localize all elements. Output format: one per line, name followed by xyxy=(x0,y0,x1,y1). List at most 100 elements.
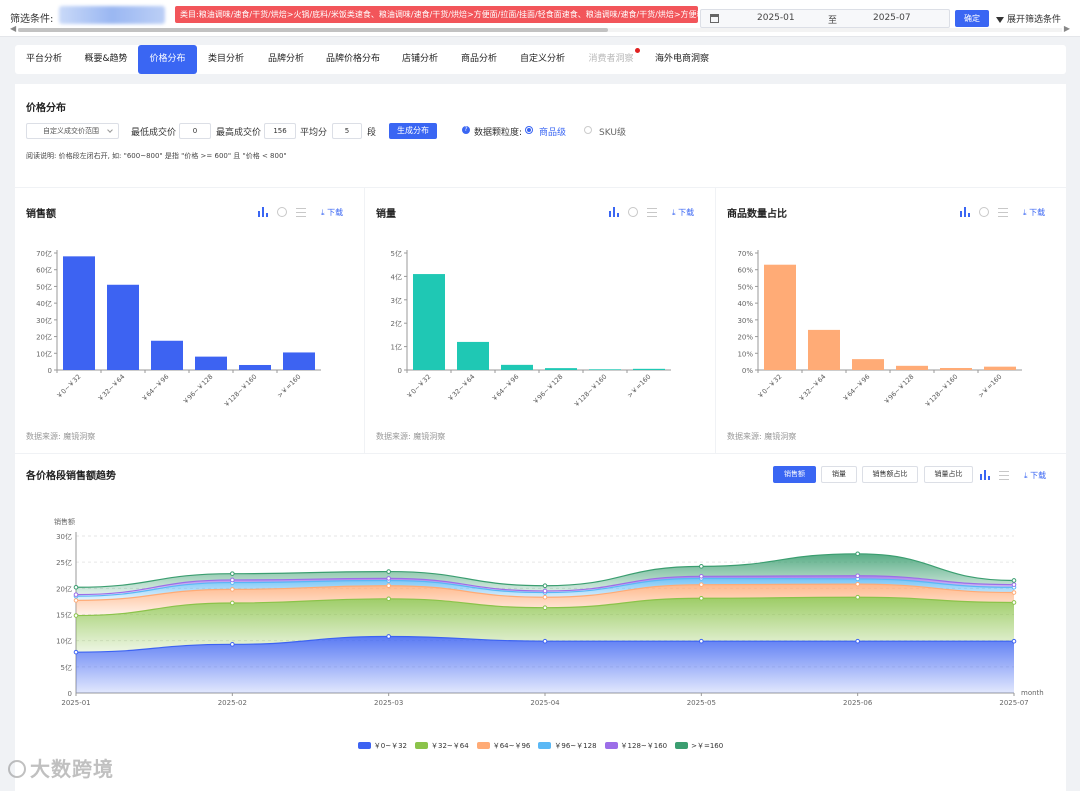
date-range-picker[interactable]: 2025-01 至 2025-07 xyxy=(700,9,950,28)
min-price-input[interactable]: 0 xyxy=(179,123,211,139)
radio-item-level-label[interactable]: 商品级 xyxy=(539,128,567,138)
tab-overseas[interactable]: 海外电商洞察 xyxy=(648,45,716,74)
metric-amount-share-button[interactable]: 销售额占比 xyxy=(862,466,918,483)
bar-chart-icon[interactable] xyxy=(609,207,620,217)
price-range-select[interactable]: 自定义成交价范围 xyxy=(26,123,119,139)
radio-item-level[interactable] xyxy=(525,126,533,134)
download-button[interactable]: ⤓ 下载 xyxy=(672,208,695,217)
bar[interactable] xyxy=(63,256,95,370)
bar[interactable] xyxy=(808,329,840,370)
data-point[interactable] xyxy=(1011,638,1017,644)
tab-shop[interactable]: 店铺分析 xyxy=(392,45,448,74)
data-point[interactable] xyxy=(1011,590,1017,595)
series-area[interactable] xyxy=(76,575,1014,597)
tab-brand-price[interactable]: 品牌价格分布 xyxy=(318,45,388,74)
data-point[interactable] xyxy=(230,600,235,606)
data-point[interactable] xyxy=(855,581,860,587)
legend-item[interactable]: ￥128~￥160 xyxy=(604,741,667,751)
bar[interactable] xyxy=(545,368,577,370)
bar[interactable] xyxy=(413,274,445,370)
download-button[interactable]: ⤓ 下载 xyxy=(1023,208,1046,217)
data-point[interactable] xyxy=(699,582,704,587)
data-point[interactable] xyxy=(73,613,79,618)
series-area[interactable] xyxy=(76,584,1014,616)
tab-consumer-insight[interactable]: 消费者洞察 xyxy=(580,45,642,74)
series-area[interactable] xyxy=(76,553,1014,595)
pie-chart-icon[interactable] xyxy=(628,207,638,217)
legend-item[interactable]: ￥96~￥128 xyxy=(538,741,597,751)
bar-chart-icon[interactable] xyxy=(258,207,269,217)
data-point[interactable] xyxy=(1011,600,1017,605)
series-area[interactable] xyxy=(76,636,1014,693)
data-point[interactable] xyxy=(230,571,235,576)
data-point[interactable] xyxy=(386,576,391,581)
radio-sku-level-label[interactable]: SKU级 xyxy=(599,128,626,138)
data-point[interactable] xyxy=(855,573,860,579)
bar[interactable] xyxy=(940,367,972,370)
generate-distribution-button[interactable]: 生成分布 xyxy=(389,123,437,139)
data-point[interactable] xyxy=(699,564,704,569)
data-point[interactable] xyxy=(542,588,548,594)
bar[interactable] xyxy=(283,352,315,370)
data-point[interactable] xyxy=(73,649,79,655)
download-button[interactable]: ⤓ 下载 xyxy=(1024,471,1047,480)
bar-chart-icon[interactable] xyxy=(980,470,991,480)
data-point[interactable] xyxy=(386,583,391,589)
bar[interactable] xyxy=(633,368,665,370)
bar[interactable] xyxy=(151,340,183,370)
data-point[interactable] xyxy=(699,638,704,644)
scroll-thumb[interactable] xyxy=(18,28,608,32)
bar[interactable] xyxy=(984,366,1016,370)
table-view-icon[interactable] xyxy=(999,471,1009,480)
expand-filter-button[interactable]: 展开筛选条件 xyxy=(996,12,1061,25)
data-point[interactable] xyxy=(542,583,548,589)
data-point[interactable] xyxy=(230,577,235,583)
bar[interactable] xyxy=(764,264,796,370)
tab-price-distribution[interactable]: 价格分布 xyxy=(138,45,197,74)
data-point[interactable] xyxy=(1011,582,1017,587)
data-point[interactable] xyxy=(73,584,79,590)
filter-scrollbar[interactable]: ◀ ▶ xyxy=(10,24,1070,33)
data-point[interactable] xyxy=(699,573,704,579)
scroll-right-icon[interactable]: ▶ xyxy=(1063,24,1070,33)
series-area[interactable] xyxy=(76,597,1014,653)
pie-chart-icon[interactable] xyxy=(979,207,989,217)
pie-chart-icon[interactable] xyxy=(277,207,287,217)
data-point[interactable] xyxy=(855,594,860,600)
radio-sku-level[interactable] xyxy=(584,126,592,134)
bar[interactable] xyxy=(896,365,928,370)
confirm-button[interactable]: 确定 xyxy=(955,10,989,27)
filter-category-tag[interactable]: 类目:粮油调味/速食/干货/烘焙>火锅/底料/米饭类速食、粮油调味/速食/干货/… xyxy=(175,6,698,23)
tab-category[interactable]: 类目分析 xyxy=(198,45,254,74)
bar-chart-icon[interactable] xyxy=(960,207,971,217)
table-view-icon[interactable] xyxy=(998,208,1008,217)
tab-brand[interactable]: 品牌分析 xyxy=(258,45,314,74)
metric-volume-button[interactable]: 销量 xyxy=(821,466,857,483)
data-point[interactable] xyxy=(73,598,79,603)
segments-input[interactable]: 5 xyxy=(332,123,362,139)
download-button[interactable]: ⤓ 下载 xyxy=(321,208,344,217)
legend-item[interactable]: ￥64~￥96 xyxy=(476,741,530,751)
data-point[interactable] xyxy=(73,592,79,597)
bar[interactable] xyxy=(589,369,621,370)
bar[interactable] xyxy=(239,364,271,370)
bar[interactable] xyxy=(195,356,227,370)
legend-item[interactable]: ￥0~￥32 xyxy=(357,741,407,751)
tab-platform[interactable]: 平台分析 xyxy=(15,45,73,74)
data-point[interactable] xyxy=(386,634,391,639)
data-point[interactable] xyxy=(386,596,391,602)
bar[interactable] xyxy=(107,284,139,370)
data-point[interactable] xyxy=(855,638,860,644)
data-point[interactable] xyxy=(542,594,548,600)
metric-sales-amount-button[interactable]: 销售额 xyxy=(773,466,816,483)
bar[interactable] xyxy=(852,359,884,370)
data-point[interactable] xyxy=(386,569,391,574)
data-point[interactable] xyxy=(542,638,548,644)
date-end[interactable]: 2025-07 xyxy=(873,13,911,23)
data-point[interactable] xyxy=(699,595,704,601)
bar[interactable] xyxy=(501,364,533,370)
data-point[interactable] xyxy=(230,587,235,592)
data-point[interactable] xyxy=(855,551,860,557)
max-price-input[interactable]: 156 xyxy=(264,123,296,139)
data-point[interactable] xyxy=(1011,578,1017,583)
